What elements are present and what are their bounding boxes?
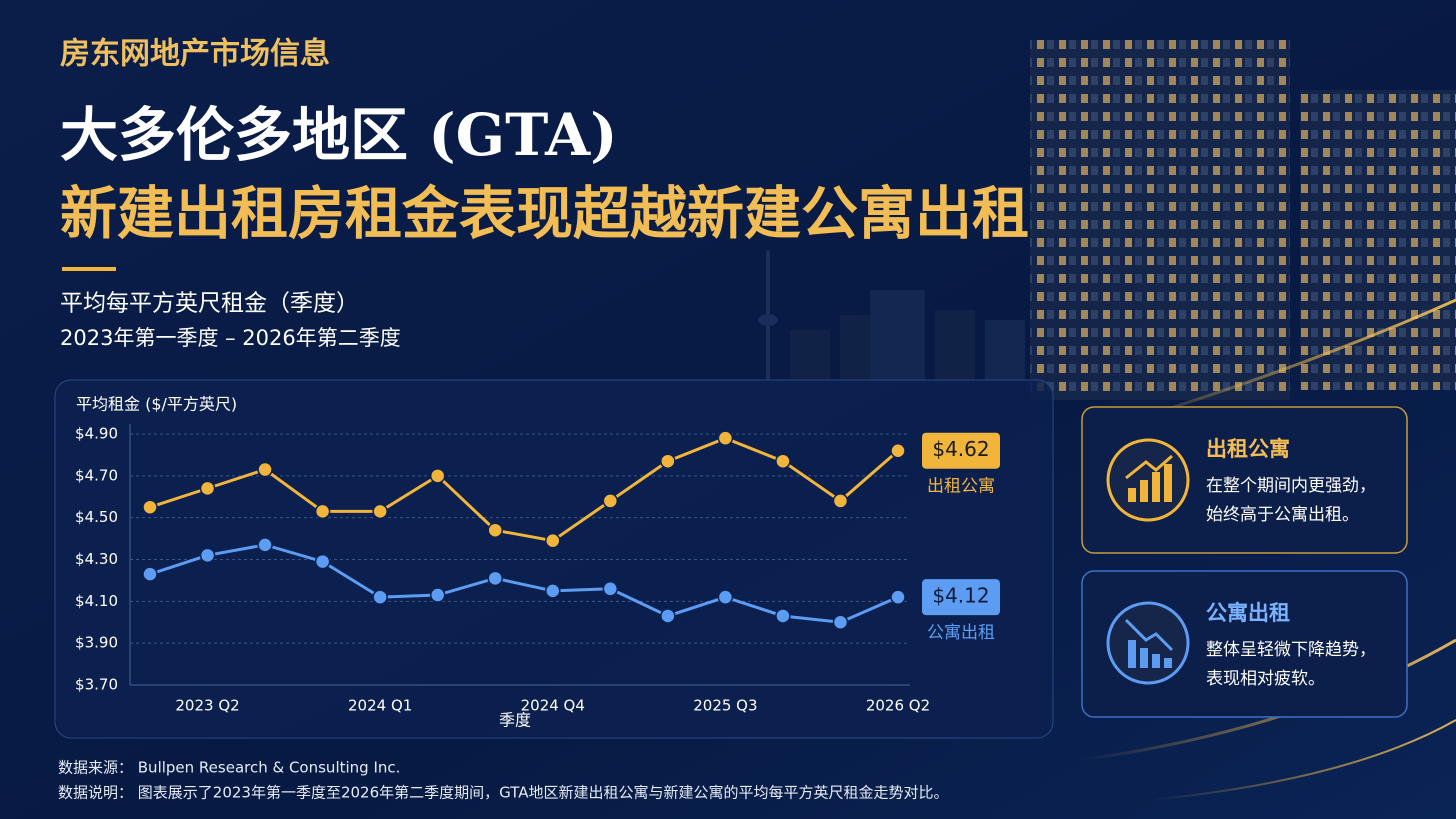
data-point [429,468,446,484]
data-point [717,589,734,605]
callout-box [922,579,1000,616]
data-point [545,583,561,599]
title-line-1: 大多伦多地区 (GTA) [60,101,618,169]
note: 数据说明： 图表展示了2023年第一季度至2026年第二季度期间，GTA地区新建… [58,784,948,802]
data-point [602,581,619,597]
y-tick-label: $4.30 [75,550,118,568]
y-tick-label: $4.50 [75,508,118,526]
card-title: 出租公寓 [1206,437,1290,461]
light-streak [1149,719,1456,801]
series-line [149,436,899,543]
data-point [717,430,734,446]
y-tick-label: $4.90 [75,425,118,443]
data-point [142,499,158,515]
data-point [890,589,906,605]
data-point [487,522,503,538]
data-point [487,570,503,587]
x-tick-label: 2025 Q3 [693,697,757,715]
data-point [429,587,446,603]
data-point [199,480,216,497]
data-point [257,537,273,553]
data-point [832,614,849,630]
callout-box [922,432,1000,469]
data-point [142,566,158,582]
data-point [832,493,849,509]
data-point [257,461,273,478]
y-tick-label: $4.70 [75,466,118,484]
data-point [199,547,216,564]
x-tick-label: 2024 Q4 [521,697,585,715]
legend-label: 出租公寓 [927,477,995,497]
card-text: 表现相对疲软。 [1206,669,1325,689]
x-tick-label: 2024 Q1 [348,697,412,715]
callout-label: $4.12 [932,584,989,608]
card-text: 始终高于公寓出租。 [1206,505,1359,525]
card: 公寓出租 整体呈轻微下降趋势， 表现相对疲软。 [1081,570,1408,718]
y-tick-label: $3.90 [75,634,118,652]
card-title: 公寓出租 [1206,601,1290,625]
data-point [372,503,388,520]
data-point [314,553,331,570]
y-tick-label: $3.70 [75,676,118,694]
data-point [372,589,388,605]
data-point [545,532,561,549]
callout-label: $4.62 [932,437,989,461]
data-point [660,608,676,624]
y-axis-title: 平均租金 ($/平方英尺) [76,395,237,414]
y-tick-label: $4.10 [75,592,118,610]
series-line [149,543,899,624]
skyline [758,40,1456,400]
source: 数据来源： Bullpen Research & Consulting Inc. [58,759,400,777]
card-text: 在整个期间内更强劲， [1206,476,1376,496]
data-point [660,453,676,469]
data-point [775,608,791,624]
card-text: 整体呈轻微下降趋势， [1206,640,1376,660]
period: 2023年第一季度 – 2026年第二季度 [60,326,401,350]
chart: 平均租金 ($/平方英尺) 季度 $3.70 $3.90 $4.10 $4.30 $4.50… [75,395,1000,730]
data-point [602,493,619,509]
data-point [314,503,331,520]
x-axis-title: 季度 [499,711,531,730]
legend-label: 公寓出租 [927,623,995,643]
data-point [775,453,791,469]
title-line-2: 新建出租房租金表现超越新建公寓出租 [60,180,1029,247]
kicker: 房东网地产市场信息 [60,37,330,72]
card: 出租公寓 在整个期间内更强劲， 始终高于公寓出租。 [1081,406,1408,554]
data-point [890,442,906,459]
x-tick-label: 2026 Q2 [866,697,930,715]
divider [62,267,116,271]
subtitle: 平均每平方英尺租金（季度） [60,291,359,317]
chart-panel [54,379,1054,739]
x-tick-label: 2023 Q2 [175,697,239,715]
